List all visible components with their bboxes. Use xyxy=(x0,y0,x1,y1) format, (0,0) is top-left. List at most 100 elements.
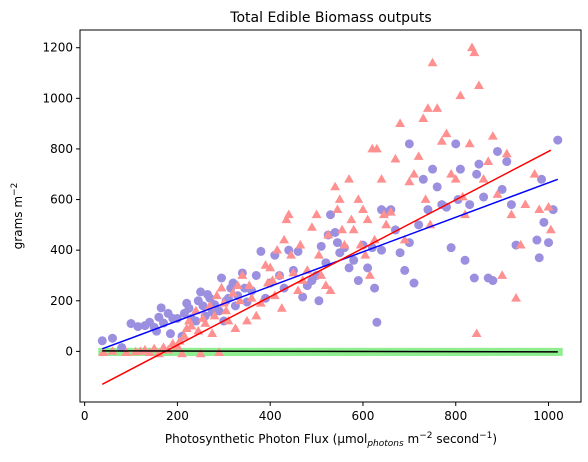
data-point-triangle xyxy=(295,239,306,249)
data-point-triangle xyxy=(534,204,545,214)
data-point-triangle xyxy=(204,300,215,310)
y-tick-label: 0 xyxy=(65,344,73,358)
data-point-circle xyxy=(372,317,382,327)
data-point-circle xyxy=(370,283,380,293)
data-point-triangle xyxy=(316,270,327,279)
plot-area xyxy=(97,42,563,385)
data-point-circle xyxy=(126,319,136,329)
data-point-triangle xyxy=(409,169,419,178)
data-point-triangle xyxy=(272,244,283,254)
data-point-triangle xyxy=(436,136,447,145)
data-point-triangle xyxy=(520,199,531,208)
data-point-triangle xyxy=(251,310,262,320)
data-point-circle xyxy=(316,241,326,251)
data-point-triangle xyxy=(413,151,424,160)
data-point-triangle xyxy=(311,209,322,219)
data-point-circle xyxy=(97,336,107,346)
data-point-triangle xyxy=(378,209,389,219)
y-tick-label: 600 xyxy=(50,193,73,207)
data-point-triangle xyxy=(153,348,164,358)
data-point-triangle xyxy=(244,280,255,289)
data-point-circle xyxy=(472,169,482,179)
data-point-triangle xyxy=(121,347,132,357)
data-point-circle xyxy=(451,139,461,149)
data-point-triangle xyxy=(404,176,415,186)
data-point-triangle xyxy=(262,277,273,287)
data-point-triangle xyxy=(293,285,303,295)
data-point-triangle xyxy=(364,270,375,279)
data-point-circle xyxy=(191,316,201,326)
data-point-triangle xyxy=(265,262,276,272)
data-point-triangle xyxy=(313,250,324,259)
data-point-circle xyxy=(156,303,166,313)
data-point-circle xyxy=(196,287,206,297)
data-point-circle xyxy=(428,164,438,174)
data-point-triangle xyxy=(337,224,348,234)
data-point-triangle xyxy=(353,194,364,203)
data-point-triangle xyxy=(515,239,526,249)
data-point-triangle xyxy=(344,174,354,183)
data-point-triangle xyxy=(497,270,508,279)
y-tick-label: 200 xyxy=(50,294,73,308)
data-point-triangle xyxy=(348,224,359,234)
data-point-triangle xyxy=(418,113,429,122)
data-point-circle xyxy=(184,303,194,313)
data-point-circle xyxy=(214,306,224,316)
data-point-circle xyxy=(198,301,208,311)
x-tick-label: 400 xyxy=(259,409,282,423)
data-point-triangle xyxy=(346,214,357,224)
data-point-circle xyxy=(256,246,266,256)
data-point-triangle xyxy=(427,57,438,67)
y-tick-label: 1000 xyxy=(42,91,73,105)
data-point-triangle xyxy=(474,80,484,90)
data-point-circle xyxy=(409,278,419,288)
data-point-triangle xyxy=(288,267,299,277)
data-point-circle xyxy=(332,238,342,248)
data-point-triangle xyxy=(399,234,410,244)
data-point-triangle xyxy=(281,214,292,224)
data-point-triangle xyxy=(339,239,350,249)
data-point-triangle xyxy=(237,270,248,279)
data-point-circle xyxy=(544,238,554,248)
x-tick-label: 800 xyxy=(444,409,467,423)
data-point-triangle xyxy=(371,143,382,153)
data-point-triangle xyxy=(492,189,503,198)
data-point-triangle xyxy=(235,295,245,305)
data-point-triangle xyxy=(422,103,433,112)
data-point-circle xyxy=(326,210,335,220)
data-point-triangle xyxy=(362,214,373,224)
x-tick-label: 0 xyxy=(81,409,89,423)
data-point-circle xyxy=(395,248,405,258)
fit-line xyxy=(101,149,552,385)
data-point-circle xyxy=(502,157,512,167)
y-axis-label: grams m−2 xyxy=(10,183,25,250)
data-point-triangle xyxy=(543,201,554,211)
data-point-triangle xyxy=(195,348,206,358)
data-point-triangle xyxy=(455,90,466,100)
data-point-triangle xyxy=(390,153,401,163)
data-point-triangle xyxy=(177,348,187,358)
data-point-triangle xyxy=(381,219,392,229)
data-point-circle xyxy=(353,276,363,286)
data-point-circle xyxy=(474,159,484,169)
data-point-circle xyxy=(251,270,261,280)
data-point-circle xyxy=(344,263,354,273)
data-point-triangle xyxy=(246,293,257,302)
data-point-triangle xyxy=(471,328,482,338)
data-point-triangle xyxy=(441,128,452,138)
data-point-circle xyxy=(216,273,226,283)
x-tick-label: 1000 xyxy=(533,409,564,423)
data-point-triangle xyxy=(211,290,222,300)
data-point-triangle xyxy=(450,174,461,183)
data-point-triangle xyxy=(420,194,431,203)
data-point-triangle xyxy=(506,209,517,219)
x-axis: 0 200 400 600 800 1000 xyxy=(81,402,564,423)
data-point-triangle xyxy=(355,239,366,249)
data-point-triangle xyxy=(149,343,160,353)
data-point-triangle xyxy=(323,229,334,239)
data-point-triangle xyxy=(432,103,443,112)
data-point-circle xyxy=(446,243,456,253)
y-tick-label: 400 xyxy=(50,243,73,257)
data-point-triangle xyxy=(207,328,218,338)
